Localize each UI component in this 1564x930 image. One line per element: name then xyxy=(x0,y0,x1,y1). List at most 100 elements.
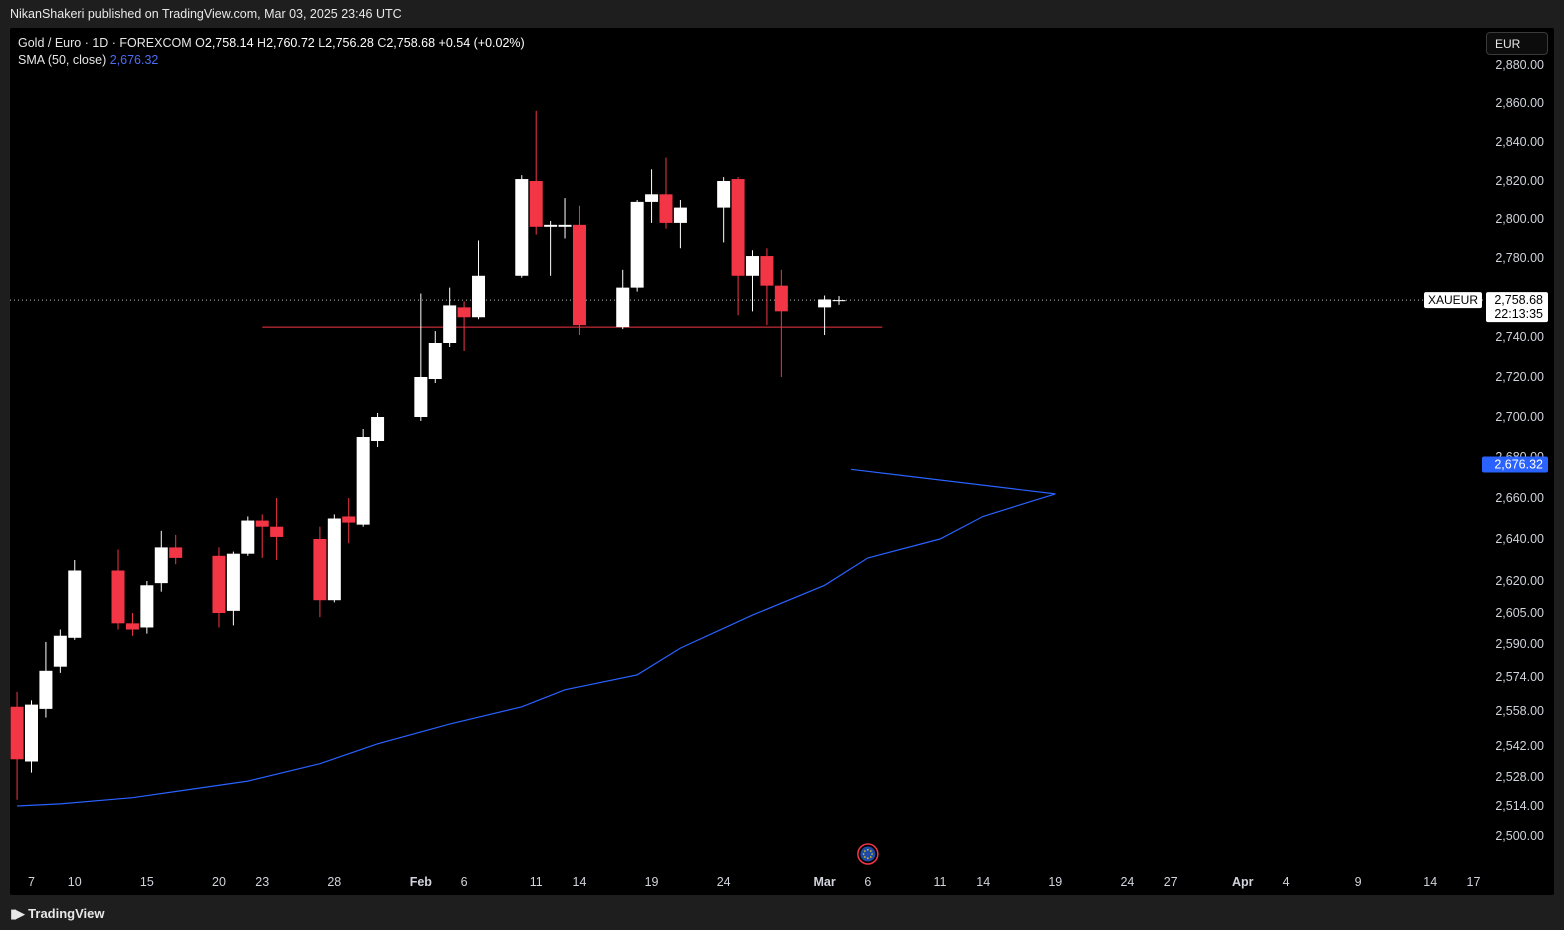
last-price-tag-box xyxy=(1486,292,1548,323)
open-label: O xyxy=(195,36,205,50)
symbol-text[interactable]: Gold / Euro · 1D · FOREXCOM xyxy=(18,36,192,50)
x-tick-label: 7 xyxy=(28,875,35,889)
sma-row[interactable]: SMA (50, close) 2,676.32 xyxy=(18,52,525,69)
eu-flag-star xyxy=(862,853,865,855)
y-tick-label: 2,840.00 xyxy=(1495,135,1544,149)
y-tick-label: 2,574.00 xyxy=(1495,670,1544,684)
y-tick-label: 2,590.00 xyxy=(1495,637,1544,651)
chart-pane[interactable] xyxy=(10,28,1554,895)
y-tick-label: 2,542.00 xyxy=(1495,739,1544,753)
candle-body xyxy=(428,343,442,379)
tradingview-logo[interactable]: ▮▶ TradingView xyxy=(10,906,105,922)
eu-flag-star xyxy=(864,856,866,858)
high-value: 2,760.72 xyxy=(266,36,315,50)
eu-flag-star xyxy=(864,850,866,852)
candle-body xyxy=(572,224,586,326)
y-tick-label: 2,500.00 xyxy=(1495,829,1544,843)
sma-label: SMA (50, close) xyxy=(18,53,107,67)
candle-body xyxy=(774,285,788,312)
y-tick-label: 2,605.00 xyxy=(1495,606,1544,620)
sma-value: 2,676.32 xyxy=(109,53,159,67)
tradingview-mark-icon: ▮▶ xyxy=(10,906,25,921)
x-tick-label: 4 xyxy=(1283,875,1290,889)
x-tick-label: 28 xyxy=(327,875,341,889)
x-tick-label: 17 xyxy=(1467,875,1481,889)
candle-body xyxy=(68,570,82,638)
y-tick-label: 2,660.00 xyxy=(1495,491,1544,505)
eu-flag-star xyxy=(867,849,869,851)
candle-body xyxy=(371,417,385,441)
candle-body xyxy=(414,377,428,417)
candle-body xyxy=(457,307,471,318)
x-tick-label: Apr xyxy=(1232,875,1254,889)
candle-body xyxy=(270,526,284,537)
x-tick-label: Mar xyxy=(813,875,835,889)
ohlc-row: Gold / Euro · 1D · FOREXCOM O2,758.14 H2… xyxy=(18,35,525,52)
close-label: C xyxy=(377,36,387,50)
high-label: H xyxy=(257,36,267,50)
candle-body xyxy=(443,305,457,343)
x-tick-label: Feb xyxy=(410,875,433,889)
eu-flag-star xyxy=(871,853,873,855)
candle-body xyxy=(313,539,327,601)
candlestick-chart[interactable]: 2,880.00 2,860.00 2,840.00 2,820.00 2,800.00… xyxy=(10,28,1554,895)
y-tick-label: 2,514.00 xyxy=(1495,799,1544,813)
open-value: 2,758.14 xyxy=(204,36,254,50)
candle-body xyxy=(342,516,356,523)
x-tick-label: 14 xyxy=(976,875,990,889)
x-tick-label: 14 xyxy=(573,875,587,889)
y-tick-label: 2,700.00 xyxy=(1495,410,1544,424)
x-tick-label: 19 xyxy=(1048,875,1062,889)
candle-body xyxy=(169,547,183,558)
low-label: L xyxy=(318,36,326,50)
candle-body xyxy=(645,194,659,202)
published-text: NikanShakeri published on TradingView.co… xyxy=(10,7,402,21)
countdown-label: 22:13:35 xyxy=(1494,307,1543,321)
candle-body xyxy=(529,181,543,227)
candle-body xyxy=(356,437,370,525)
candle-body xyxy=(140,585,154,628)
x-tick-label: 23 xyxy=(255,875,269,889)
candle-body xyxy=(746,256,759,276)
chart-legend: Gold / Euro · 1D · FOREXCOM O2,758.14 H2… xyxy=(18,35,525,69)
sma-line xyxy=(17,468,1056,807)
candle-body xyxy=(212,555,226,613)
event-marker-ring xyxy=(857,843,879,865)
x-tick-label: 9 xyxy=(1355,875,1362,889)
x-tick-label: 14 xyxy=(1423,875,1437,889)
y-tick-label: 2,800.00 xyxy=(1495,212,1544,226)
candle-body xyxy=(226,553,240,611)
y-tick-label: 2,880.00 xyxy=(1495,58,1544,72)
candle-body xyxy=(53,635,67,667)
low-value: 2,756.28 xyxy=(325,36,374,50)
currency-button[interactable]: EUR xyxy=(1486,32,1548,55)
x-tick-label: 15 xyxy=(140,875,154,889)
sma-price-tag-box xyxy=(1482,456,1548,473)
footer-bar xyxy=(0,896,1564,930)
y-tick-label: 2,780.00 xyxy=(1495,251,1544,265)
brand-text: TradingView xyxy=(28,906,105,921)
published-bar: NikanShakeri published on TradingView.co… xyxy=(0,0,1564,27)
y-tick-label: 2,528.00 xyxy=(1495,770,1544,784)
y-tick-label: 2,620.00 xyxy=(1495,574,1544,588)
candle-body xyxy=(39,670,53,709)
eu-flag-star xyxy=(867,857,869,859)
candle-body xyxy=(731,179,745,276)
candle-body xyxy=(241,520,255,554)
y-tick-label: 2,740.00 xyxy=(1495,330,1544,344)
close-value: 2,758.68 xyxy=(386,36,436,50)
candle-body xyxy=(544,224,558,227)
last-price-label: 2,758.68 xyxy=(1494,293,1543,307)
candle-body xyxy=(659,194,673,223)
y-tick-label: 2,720.00 xyxy=(1495,370,1544,384)
symbol-tag: XAUEUR xyxy=(1428,293,1478,307)
x-tick-label: 27 xyxy=(1164,875,1178,889)
candle-body xyxy=(616,287,630,328)
candle-body xyxy=(818,299,832,308)
x-tick-label: 19 xyxy=(645,875,659,889)
x-tick-label: 6 xyxy=(864,875,871,889)
y-tick-label: 2,820.00 xyxy=(1495,174,1544,188)
eu-flag-star xyxy=(870,856,872,858)
candle-body xyxy=(760,256,774,286)
candle-body xyxy=(558,224,572,227)
